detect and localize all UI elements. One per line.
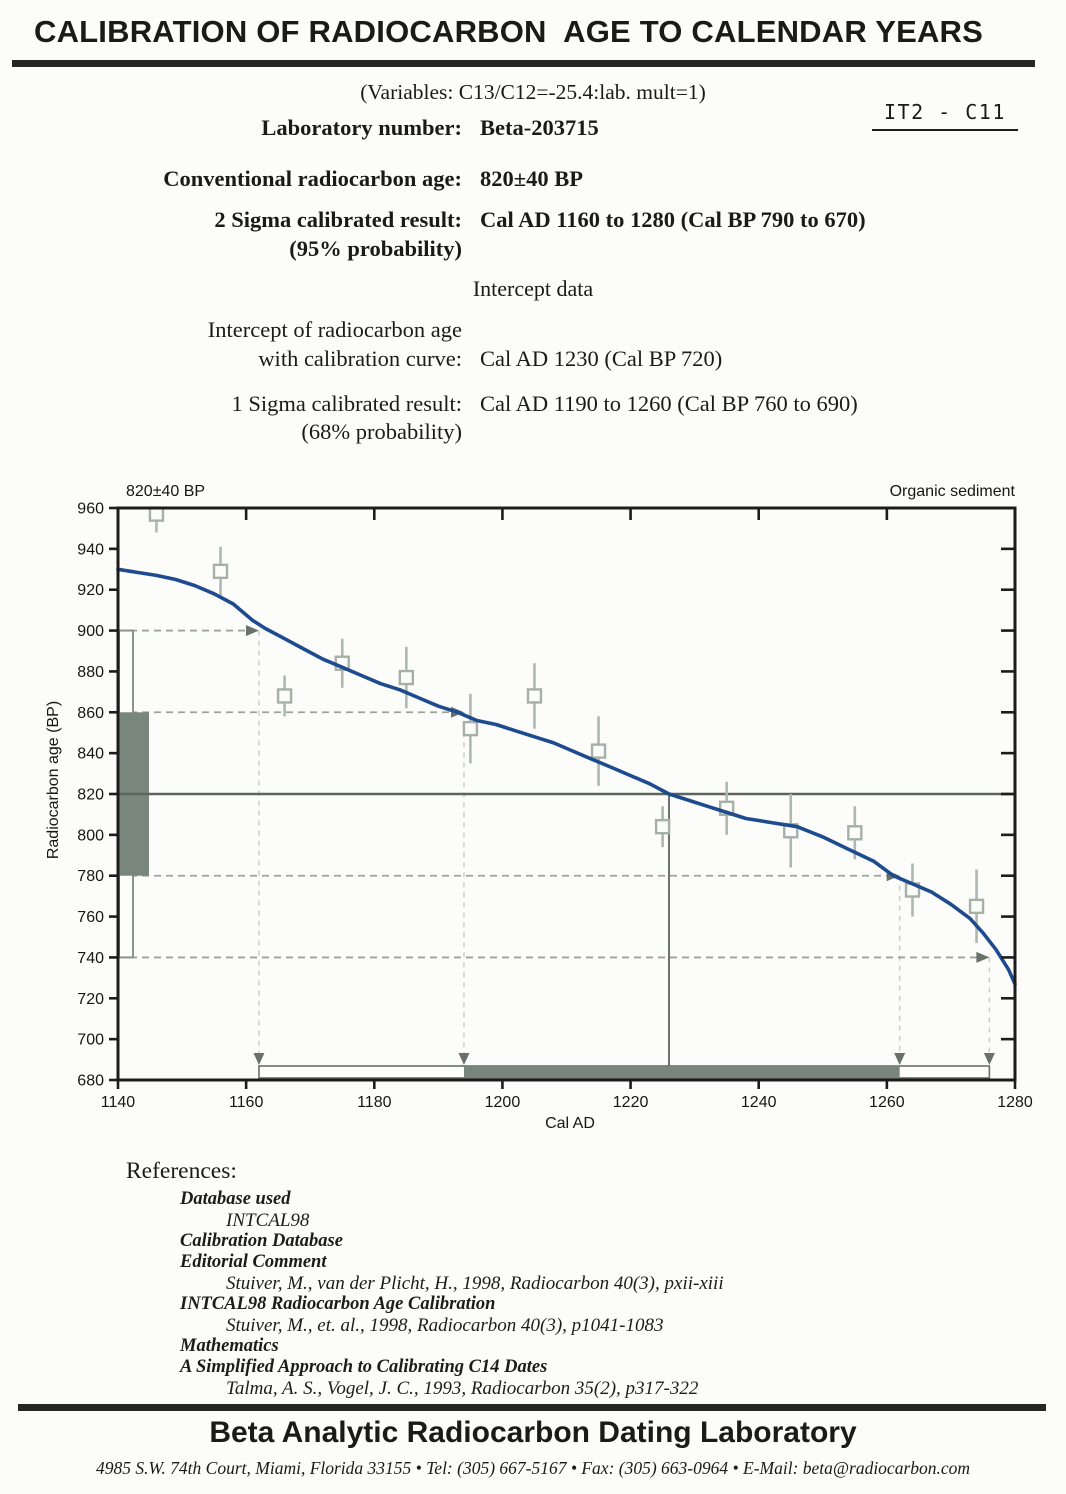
range-bar-arrow — [983, 1053, 995, 1065]
lab-number-label: Laboratory number: — [261, 115, 462, 140]
y-tick-label: 720 — [77, 991, 104, 1008]
one-sigma-label: 1 Sigma calibrated result: — [231, 391, 462, 416]
data-point-marker — [968, 898, 985, 915]
reference-title: Database used — [180, 1189, 291, 1209]
lab-number-value: Beta-203715 — [480, 115, 599, 140]
reference-title: INTCAL98 Radiocarbon Age Calibration — [180, 1294, 496, 1314]
x-axis-title: Cal AD — [545, 1115, 595, 1132]
title-divider-rule — [12, 60, 1035, 67]
intercept-label-line2: with calibration curve: — [258, 346, 462, 371]
reference-title: A Simplified Approach to Calibrating C14… — [180, 1357, 548, 1377]
intercept-row: with calibration curve: Cal AD 1230 (Cal… — [0, 345, 1066, 372]
y-tick-label: 880 — [77, 664, 104, 681]
chart-labels: 820±40 BP Organic sediment Radiocarbon a… — [45, 483, 1016, 1132]
reference-detail: INTCAL98 — [226, 1210, 310, 1231]
data-point-marker — [398, 669, 415, 686]
x-tick-label: 1220 — [613, 1094, 649, 1111]
data-point-marker — [590, 743, 607, 759]
range-bar-one-sigma — [463, 1066, 900, 1078]
footer-divider-rule — [18, 1404, 1046, 1411]
x-tick-label: 1140 — [101, 1094, 136, 1111]
range-bar-arrow — [458, 1053, 470, 1065]
data-point-marker — [148, 506, 165, 522]
reference-title: Mathematics — [180, 1336, 279, 1356]
laboratory-address: 4985 S.W. 74th Court, Miami, Florida 331… — [95, 1458, 971, 1478]
y-tick-label: 780 — [77, 868, 104, 885]
range-bar-arrow — [894, 1053, 906, 1065]
chart-material-label: Organic sediment — [890, 483, 1016, 500]
y-tick-label: 900 — [77, 623, 104, 640]
reference-detail: Talma, A. S., Vogel, J. C., 1993, Radioc… — [226, 1378, 699, 1399]
data-point-marker — [847, 825, 863, 841]
chart-plot: 680 700 720 740 760 780 800 820 840 860 880 900 920 9… — [77, 501, 1033, 1112]
lab-number-row: Laboratory number: Beta-203715 — [0, 114, 1066, 141]
y-tick-label: 740 — [77, 950, 104, 967]
calibration-chart: 680 700 720 740 760 780 800 820 840 860 880 900 920 9… — [40, 478, 1050, 1138]
sample-code-label: IT2 - C11 — [872, 100, 1018, 131]
reference-title: Editorial Comment — [180, 1252, 327, 1272]
x-tick-label: 1180 — [357, 1094, 392, 1111]
intercept-value: Cal AD 1230 (Cal BP 720) — [480, 346, 723, 371]
y-tick-label: 760 — [77, 909, 104, 926]
y-axis-title: Radiocarbon age (BP) — [45, 701, 62, 859]
one-sigma-row: 1 Sigma calibrated result: Cal AD 1190 t… — [0, 390, 1066, 417]
two-sigma-row: 2 Sigma calibrated result: Cal AD 1160 t… — [0, 206, 1066, 233]
data-point-marker — [462, 720, 479, 737]
reference-title: Calibration Database — [180, 1231, 343, 1251]
data-point-marker — [654, 818, 671, 835]
y-tick-label: 680 — [77, 1073, 104, 1090]
data-point-marker — [276, 688, 293, 704]
two-sigma-probability-note: (95% probability) — [289, 236, 462, 261]
y-tick-label: 920 — [77, 582, 104, 599]
calibration-curve — [116, 567, 1017, 986]
x-tick-label: 1160 — [229, 1094, 264, 1111]
two-sigma-label: 2 Sigma calibrated result: — [214, 207, 462, 232]
y-tick-label: 840 — [77, 746, 104, 763]
one-sigma-probability-note: (68% probability) — [301, 419, 462, 444]
y-tick-label: 860 — [77, 705, 104, 722]
y-tick-label: 800 — [77, 827, 104, 844]
variables-line: (Variables: C13/C12=-25.4:lab. mult=1) — [360, 80, 706, 104]
y-tick-label: 960 — [77, 501, 104, 518]
range-bar-arrow — [253, 1053, 265, 1065]
x-tick-label: 1280 — [997, 1094, 1033, 1111]
references-heading: References: — [126, 1158, 237, 1184]
reference-detail: Stuiver, M., et. al., 1998, Radiocarbon … — [226, 1315, 664, 1336]
sigma-guide-arrow — [245, 625, 259, 637]
x-tick-label: 1200 — [485, 1094, 521, 1111]
y-tick-label: 940 — [77, 541, 104, 558]
conventional-age-row: Conventional radiocarbon age: 820±40 BP — [0, 165, 1066, 192]
sigma-guide-arrow — [976, 951, 990, 963]
y-tick-label: 700 — [77, 1032, 104, 1049]
conventional-age-value: 820±40 BP — [480, 166, 583, 191]
page-title: CALIBRATION OF RADIOCARBON AGE TO CALEND… — [34, 14, 984, 49]
data-point-marker — [526, 688, 543, 704]
reference-detail: Stuiver, M., van der Plicht, H., 1998, R… — [226, 1273, 724, 1294]
one-sigma-value: Cal AD 1190 to 1260 (Cal BP 760 to 690) — [480, 391, 858, 416]
intercept-label-line1: Intercept of radiocarbon age — [207, 317, 462, 342]
data-point-marker — [212, 563, 229, 580]
conventional-age-label: Conventional radiocarbon age: — [163, 166, 462, 191]
calibration-chart-svg: 680 700 720 740 760 780 800 820 840 860 880 900 920 9… — [45, 483, 1033, 1132]
x-tick-label: 1260 — [869, 1094, 905, 1111]
intercept-data-heading: Intercept data — [472, 276, 594, 301]
laboratory-name: Beta Analytic Radiocarbon Dating Laborat… — [209, 1416, 857, 1449]
data-points — [148, 506, 985, 944]
two-sigma-value: Cal AD 1160 to 1280 (Cal BP 790 to 670) — [480, 207, 866, 232]
references-list: Database used INTCAL98 Calibration Databas… — [180, 1189, 1040, 1399]
y-tick-label: 820 — [77, 787, 104, 804]
chart-series-label: 820±40 BP — [126, 483, 205, 500]
axis-ticks: 680 700 720 740 760 780 800 820 840 860 880 900 920 9… — [77, 501, 1033, 1112]
x-tick-label: 1240 — [741, 1094, 777, 1111]
